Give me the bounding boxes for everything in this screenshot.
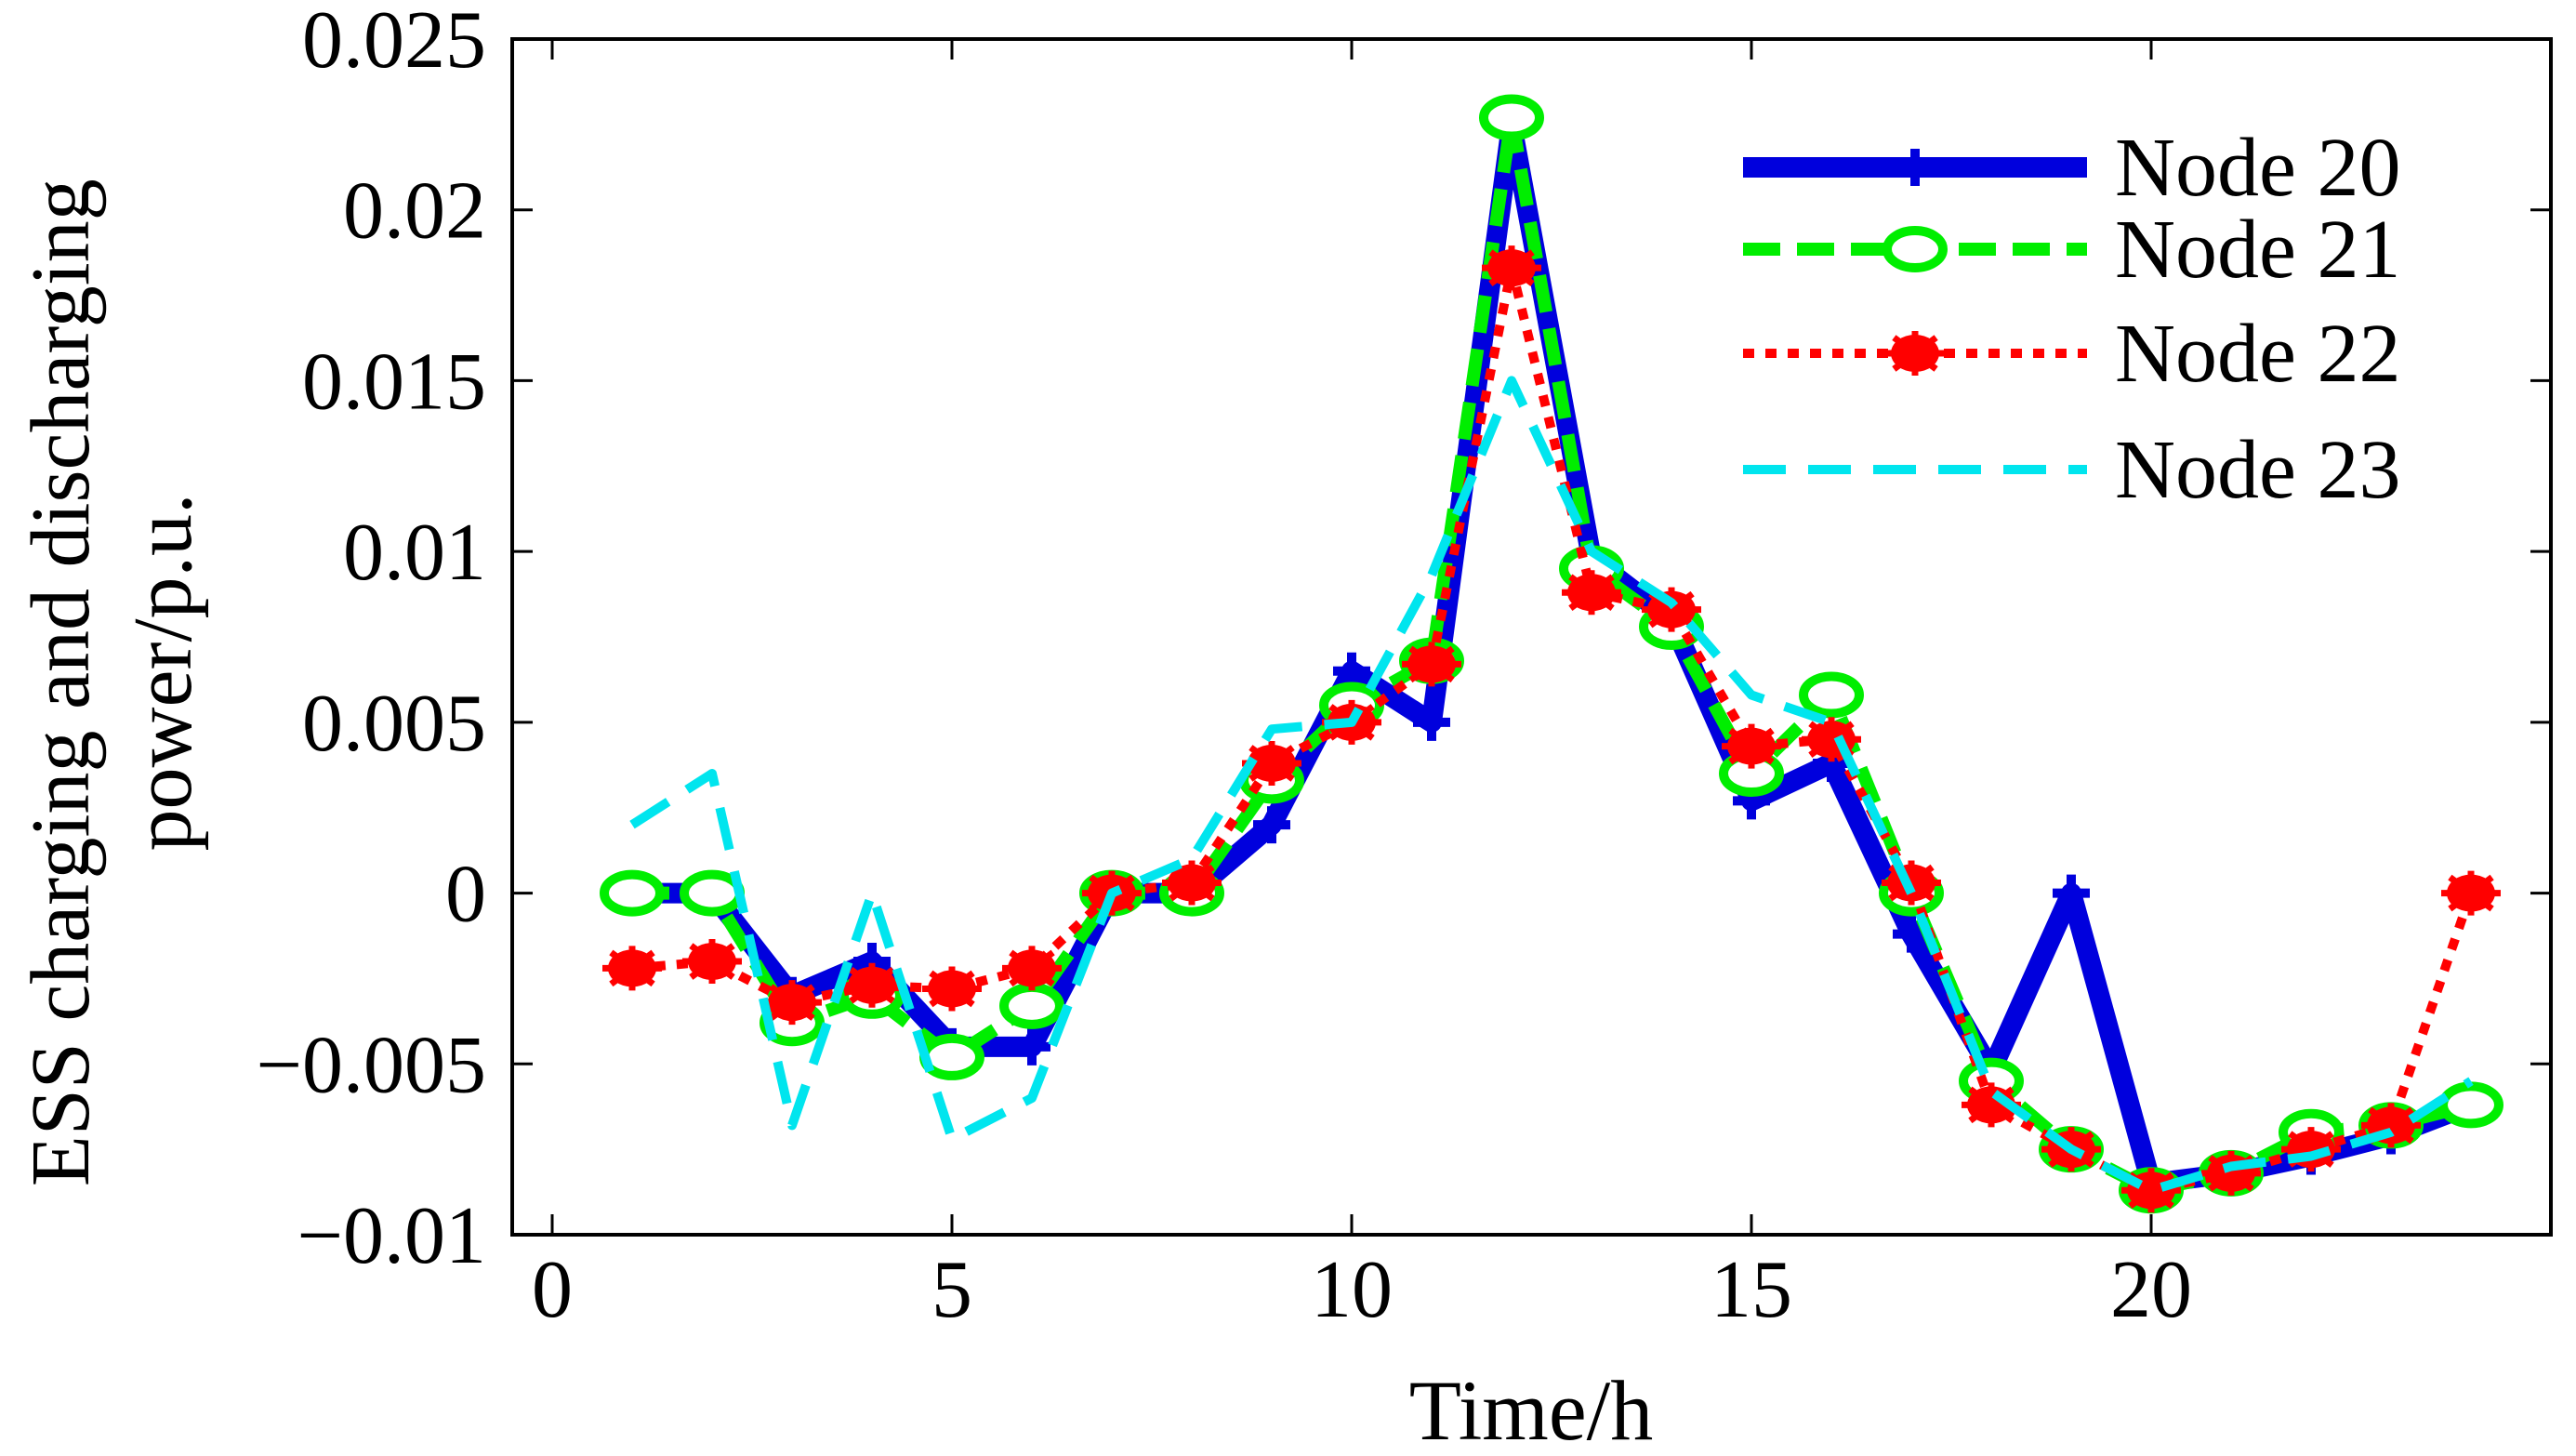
y-tick-label: −0.005 — [256, 1020, 486, 1110]
y-tick-label: 0.015 — [302, 337, 486, 427]
x-tick-label: 20 — [2110, 1245, 2192, 1335]
legend-marker — [1885, 331, 1945, 376]
data-point — [1413, 703, 1450, 741]
legend-item: Node 23 — [1743, 424, 2400, 516]
data-point — [2053, 874, 2090, 912]
data-point — [1562, 570, 1621, 615]
x-tick-label: 15 — [1711, 1245, 1792, 1335]
legend-label: Node 20 — [2115, 122, 2400, 214]
data-point — [922, 966, 982, 1012]
axis-ticks: 0 5 10 15 20 −0.01 −0.005 0 0.005 0.01 0.015 0.02 0.… — [256, 0, 2551, 1335]
data-point — [762, 980, 822, 1026]
data-point — [1799, 671, 1864, 719]
data-point — [1722, 723, 1781, 769]
legend-item: Node 21 — [1743, 204, 2400, 296]
y-axis-label-line-2: power/p.u. — [117, 494, 209, 852]
legend-marker — [1882, 226, 1948, 272]
y-tick-label: 0 — [445, 850, 486, 940]
y-tick-label: 0.005 — [302, 679, 486, 769]
data-point — [1402, 642, 1461, 687]
data-point — [2438, 1081, 2503, 1129]
series-line — [629, 376, 2474, 1196]
x-tick-label: 5 — [931, 1245, 972, 1335]
data-point — [1802, 717, 1861, 762]
data-point — [842, 962, 902, 1008]
legend-item: Node 20 — [1743, 122, 2400, 214]
x-tick-label: 10 — [1311, 1245, 1393, 1335]
x-tick-label: 0 — [532, 1245, 573, 1335]
legend-label: Node 23 — [2115, 424, 2400, 516]
data-point — [1479, 94, 1544, 141]
y-axis-label: ESS charging and discharging power/p.u. — [15, 158, 209, 1187]
data-point — [2441, 870, 2501, 916]
series-node-23 — [629, 376, 2474, 1196]
data-point — [1253, 806, 1290, 844]
data-point — [999, 982, 1064, 1029]
data-point — [1013, 1027, 1050, 1066]
data-point — [1162, 860, 1222, 906]
legend-label: Node 21 — [2115, 204, 2400, 296]
y-tick-label: 0.01 — [343, 508, 486, 598]
x-axis-label: Time/h — [1409, 1363, 1653, 1456]
series-layer — [600, 94, 2503, 1214]
y-tick-label: 0.02 — [343, 166, 486, 257]
series-node-22 — [602, 245, 2501, 1213]
y-tick-label: −0.01 — [297, 1191, 486, 1281]
legend-item: Node 22 — [1743, 308, 2400, 400]
y-axis-label-line-1: ESS charging and discharging — [15, 179, 107, 1186]
data-point — [2201, 1150, 2261, 1196]
data-point — [602, 946, 662, 991]
data-point — [1482, 245, 1541, 291]
data-point — [600, 869, 665, 917]
legend-label: Node 22 — [2115, 308, 2400, 400]
data-point — [1002, 946, 1062, 991]
y-tick-label: 0.025 — [302, 0, 486, 86]
legend-marker — [1896, 149, 1934, 186]
data-point — [682, 939, 742, 985]
data-point — [2281, 1127, 2341, 1172]
